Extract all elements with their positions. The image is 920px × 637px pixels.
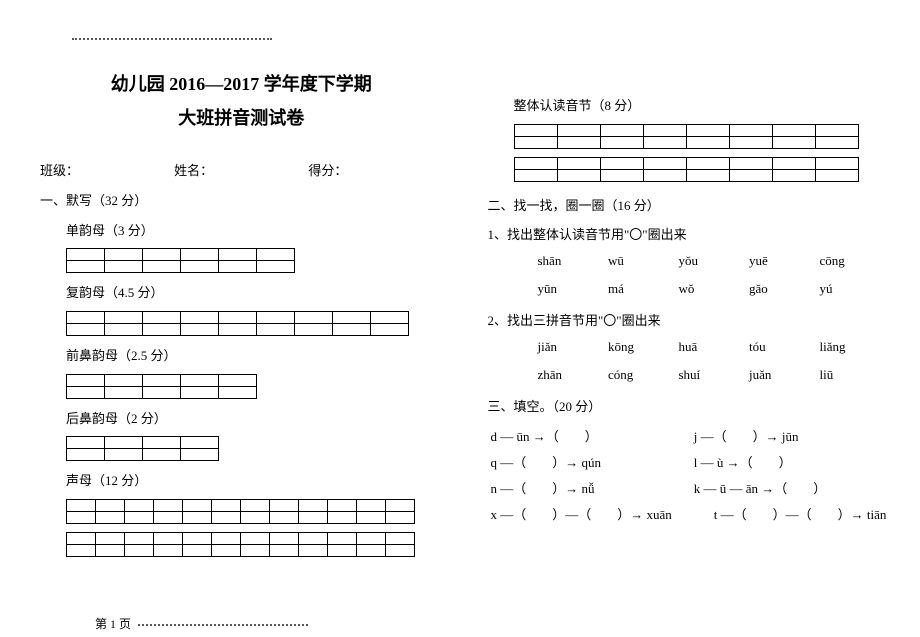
pinyin-item: cóng: [608, 367, 679, 383]
footer-rule: [138, 624, 308, 626]
q3-head: 三、填空。（20 分）: [488, 395, 891, 420]
grid-2: [66, 311, 409, 336]
q3-r4b: t —（ ）—（ ）→ tiān: [714, 507, 887, 522]
q2-head: 二、找一找，圈一圈（16 分）: [488, 194, 891, 219]
pinyin-item: gǎo: [749, 281, 820, 297]
pinyin-item: zhān: [538, 367, 609, 383]
pinyin-item: yú: [820, 281, 891, 297]
page-container: 幼儿园 2016—2017 学年度下学期 大班拼音测试卷 班级： 姓名： 得分：…: [0, 0, 920, 565]
q3-r3b: k — ū — ān →（ ）: [694, 481, 827, 496]
q2-row4: zhāncóngshuíjuǎnliū: [488, 367, 891, 383]
q2-row1: shānwūyǒuyuēcōng: [488, 253, 891, 269]
grid-5b: [66, 532, 415, 557]
q3-r4: x —（ ）—（ ）→ xuān t —（ ）—（ ）→ tiān: [488, 502, 891, 528]
pinyin-item: jiǎn: [538, 339, 609, 355]
q3-r4a: x —（ ）—（ ）→ xuān: [491, 502, 711, 528]
score-label: 得分：: [308, 160, 442, 179]
pinyin-item: shān: [538, 253, 609, 269]
pinyin-item: liū: [820, 367, 891, 383]
q1-s1: 单韵母（3 分）: [40, 219, 443, 244]
pinyin-item: huā: [679, 339, 750, 355]
pinyin-item: yūn: [538, 281, 609, 297]
q3-r2b: l — ù →（ ）: [694, 455, 792, 470]
grid-4: [66, 436, 219, 461]
q3-r1: d — ūn →（ ） j —（ ）→ jūn: [488, 424, 891, 450]
q2-sub1: 1、找出整体认读音节用"〇"圈出来: [488, 223, 891, 248]
pinyin-item: yuē: [749, 253, 820, 269]
q2-sub2: 2、找出三拼音节用"〇"圈出来: [488, 309, 891, 334]
pinyin-item: tóu: [749, 339, 820, 355]
info-line: 班级： 姓名： 得分：: [40, 160, 443, 179]
q1-s3: 前鼻韵母（2.5 分）: [40, 344, 443, 369]
class-label: 班级：: [40, 160, 174, 179]
pinyin-item: cōng: [820, 253, 891, 269]
left-column: 幼儿园 2016—2017 学年度下学期 大班拼音测试卷 班级： 姓名： 得分：…: [40, 10, 473, 565]
q2-row2: yūnmáwǒgǎoyú: [488, 281, 891, 297]
q1-s4: 后鼻韵母（2 分）: [40, 407, 443, 432]
q3-r3a: n —（ ）→ nǚ: [491, 476, 691, 502]
pinyin-item: liǎng: [820, 339, 891, 355]
footer-text: 第 1 页: [95, 617, 131, 631]
q3-r1b: j —（ ）→ jūn: [694, 429, 799, 444]
pinyin-item: wǒ: [679, 281, 750, 297]
q1-s2: 复韵母（4.5 分）: [40, 281, 443, 306]
q3-r1a: d — ūn →（ ）: [491, 424, 691, 450]
q1-s5: 声母（12 分）: [40, 469, 443, 494]
pinyin-item: má: [608, 281, 679, 297]
grid-3: [66, 374, 257, 399]
footer: 第 1 页: [95, 615, 308, 632]
title-line-1: 幼儿园 2016—2017 学年度下学期: [40, 70, 443, 96]
pinyin-item: kōng: [608, 339, 679, 355]
pinyin-item: juǎn: [749, 367, 820, 383]
right-column: 整体认读音节（8 分） 二、找一找，圈一圈（16 分） 1、找出整体认读音节用"…: [473, 10, 891, 565]
grid-6a: [514, 124, 859, 149]
q2-row3: jiǎnkōnghuātóuliǎng: [488, 339, 891, 355]
header-rule: [72, 38, 272, 40]
pinyin-item: wū: [608, 253, 679, 269]
q3-r2a: q —（ ）→ qún: [491, 450, 691, 476]
q1-s6: 整体认读音节（8 分）: [488, 94, 891, 119]
q3-r2: q —（ ）→ qún l — ù →（ ）: [488, 450, 891, 476]
name-label: 姓名：: [174, 160, 308, 179]
grid-1: [66, 248, 295, 273]
pinyin-item: shuí: [679, 367, 750, 383]
title-line-2: 大班拼音测试卷: [40, 104, 443, 130]
q3-r3: n —（ ）→ nǚ k — ū — ān →（ ）: [488, 476, 891, 502]
grid-5a: [66, 499, 415, 524]
pinyin-item: yǒu: [679, 253, 750, 269]
grid-6b: [514, 157, 859, 182]
q1-head: 一、默写（32 分）: [40, 189, 443, 214]
